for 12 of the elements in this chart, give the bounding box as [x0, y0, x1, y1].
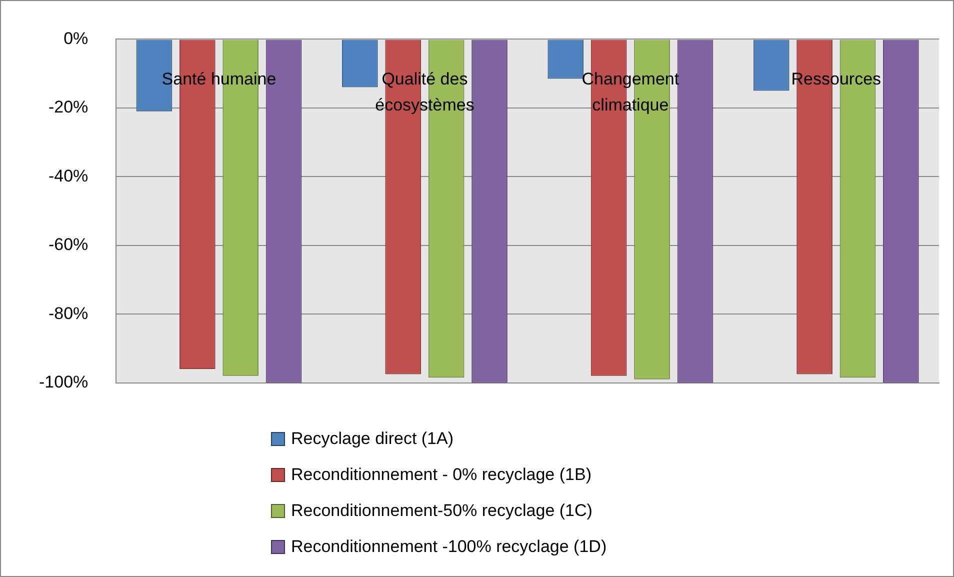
- legend-label: Reconditionnement -100% recyclage (1D): [291, 537, 607, 557]
- y-tick-label: -100%: [39, 372, 88, 392]
- legend-label: Reconditionnement-50% recyclage (1C): [291, 501, 592, 521]
- y-tick-label: 0%: [64, 28, 88, 48]
- legend-label: Recyclage direct (1A): [291, 429, 454, 449]
- y-tick-label: -20%: [48, 98, 88, 117]
- x-tick-label: Ressources: [791, 69, 882, 88]
- y-tick-label: -60%: [48, 235, 88, 254]
- y-tick-label: -40%: [48, 166, 88, 186]
- y-tick-label: -80%: [48, 304, 88, 323]
- x-tick-label: Changement climatique: [582, 69, 680, 114]
- legend-label: Reconditionnement - 0% recyclage (1B): [291, 465, 592, 485]
